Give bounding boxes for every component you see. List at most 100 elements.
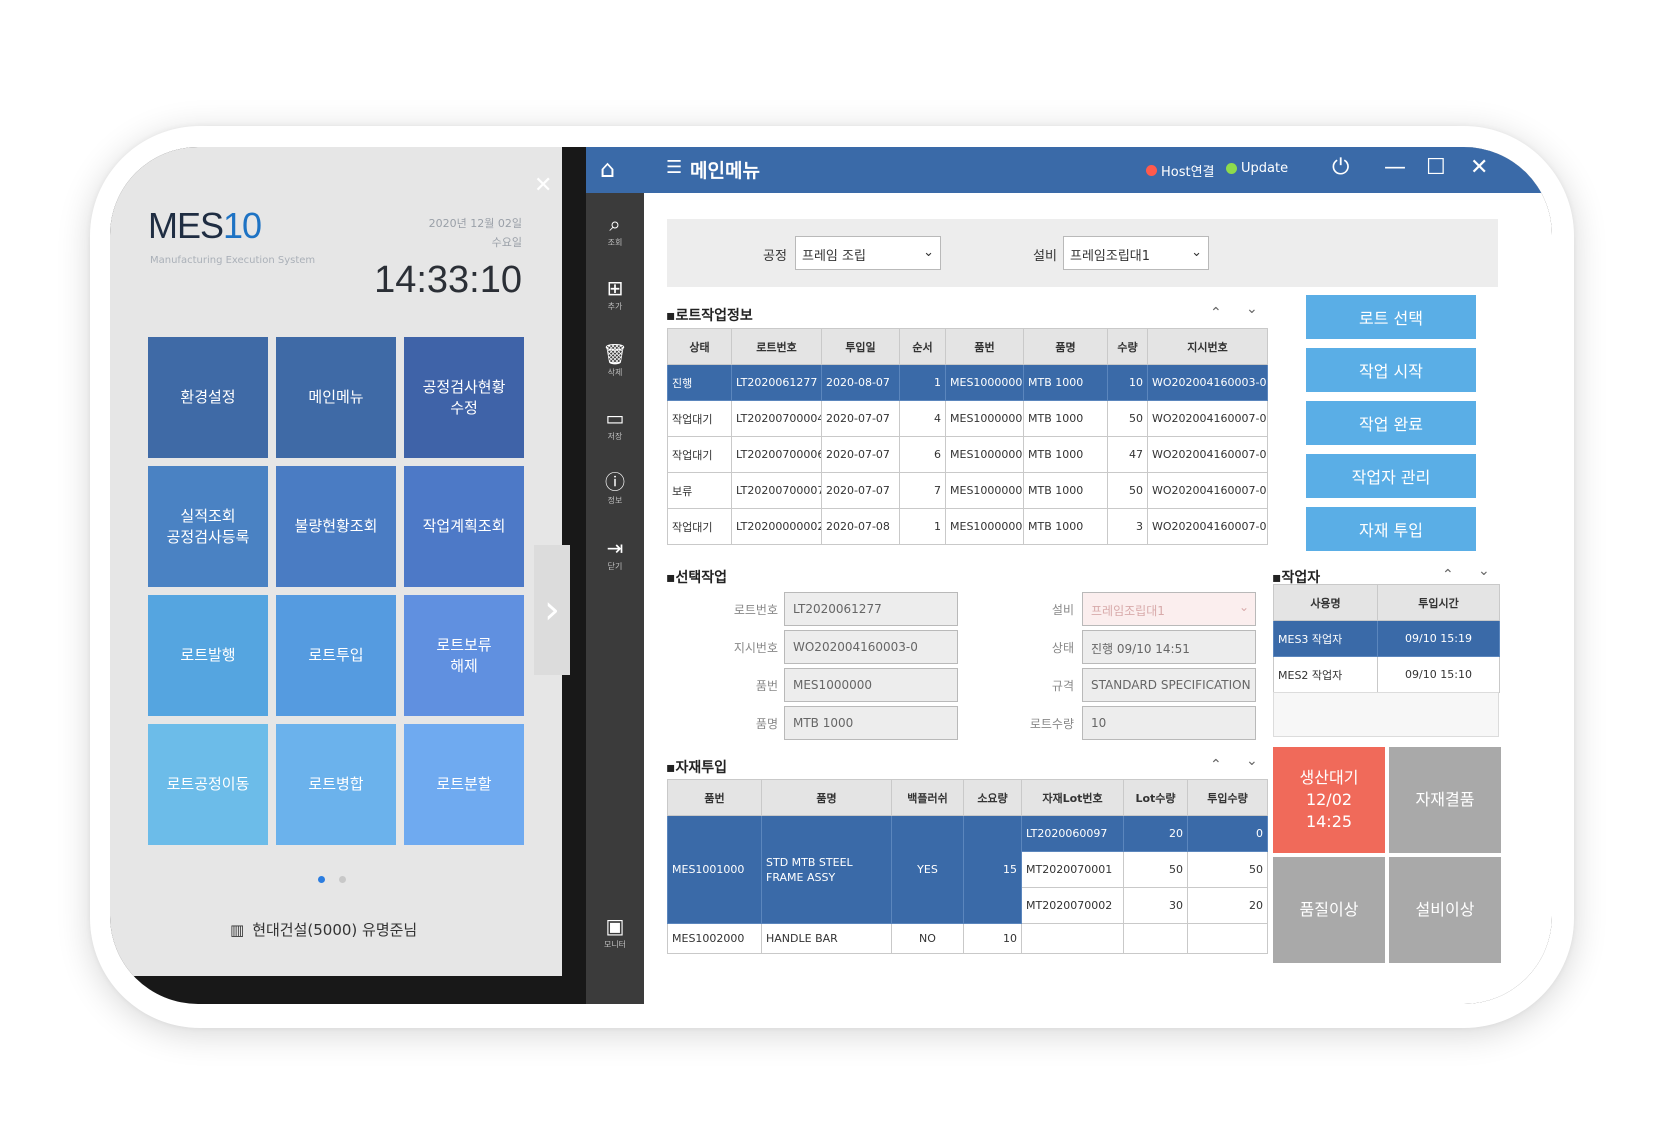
chevron-down-icon[interactable]: ⌄ [1478,563,1490,579]
page-indicator[interactable] [318,876,346,883]
column-header[interactable]: 투입수량 [1187,779,1268,816]
menu-icon[interactable]: ☰ [666,157,683,178]
lot-no-field[interactable]: LT2020061277 [784,592,958,626]
day-label: 수요일 [491,236,522,249]
tile-9[interactable]: 로트공정이동 [148,724,268,845]
table-cell: 보류 [667,472,732,509]
table-row[interactable]: MES1002000 HANDLE BAR NO 10 [667,923,1268,954]
status-button-0[interactable]: 생산대기 12/02 14:25 [1273,747,1385,853]
tile-4[interactable]: 불량현황조회 [276,466,396,587]
chevron-down-icon[interactable]: ⌄ [1246,753,1258,769]
logo: MES10 [148,205,262,246]
table-row[interactable]: MT2020070002 30 20 [668,887,1268,924]
nav-search-button[interactable]: ⌕ 조회 [586,213,644,248]
tile-3[interactable]: 실적조회 공정검사등록 [148,466,268,587]
column-header[interactable]: 지시번호 [1147,328,1268,365]
column-header[interactable]: 순서 [899,328,946,365]
close-window-icon[interactable]: ✕ [1470,155,1489,180]
order-no-field[interactable]: WO202004160003-0 [784,630,958,664]
side-button-2[interactable]: 작업 완료 [1306,401,1476,445]
column-header[interactable]: 품명 [761,779,892,816]
tile-10[interactable]: 로트병합 [276,724,396,845]
close-icon[interactable]: ✕ [534,173,553,198]
table-row[interactable]: MES2 작업자 09/10 15:10 [1273,656,1500,693]
power-icon[interactable]: ⏻ [1332,155,1350,180]
lot-qty-field[interactable]: 10 [1082,706,1256,740]
table-cell: 09/10 15:10 [1377,656,1500,693]
table-row[interactable]: MES1001000 STD MTB STEEL FRAME ASSY YES 15 L… [667,815,1268,924]
column-header[interactable]: 투입시간 [1377,584,1500,621]
table-cell: 1 [899,364,946,401]
equip-field[interactable]: 프레임조립대1 ⌄ [1082,592,1256,626]
column-header[interactable]: 백플러쉬 [891,779,964,816]
status-button-1[interactable]: 자재결품 [1389,747,1501,853]
user-info: ▥ 현대건설(5000) 유명준님 [230,919,417,940]
process-select[interactable]: 프레임 조립 ⌄ [795,236,941,270]
side-button-3[interactable]: 작업자 관리 [1306,454,1476,498]
equip-select[interactable]: 프레임조립대1 ⌄ [1063,236,1209,270]
process-label: 공정 [763,249,787,264]
chevron-up-icon[interactable]: ⌃ [1442,567,1454,583]
tile-6[interactable]: 로트발행 [148,595,268,716]
column-header[interactable]: 로트번호 [731,328,822,365]
column-header[interactable]: Lot수량 [1123,779,1188,816]
table-row[interactable]: 진행 LT2020061277 2020-08-07 1 MES1000000 MTB 1… [667,364,1268,401]
table-cell: 0 [1187,815,1268,852]
column-header[interactable]: 수량 [1107,328,1148,365]
column-header[interactable]: 사용명 [1273,584,1378,621]
home-icon[interactable]: ⌂ [600,155,616,183]
nav-add-button[interactable]: ⊞ 추가 [586,277,644,312]
table-cell: MTB 1000 [1023,364,1108,401]
table-row[interactable]: 작업대기 LT20200000002 2020-07-08 1 MES1000000 MT… [667,508,1268,545]
nav-exit-button[interactable]: ⇥ 닫기 [586,537,644,572]
column-header[interactable]: 품번 [945,328,1024,365]
side-button-0[interactable]: 로트 선택 [1306,295,1476,339]
nav-save-button[interactable]: ▭ 저장 [586,407,644,442]
page-dot-2[interactable] [339,876,346,883]
column-header[interactable]: 자재Lot번호 [1021,779,1124,816]
table-row[interactable]: MT2020070001 50 50 [668,851,1268,888]
chevron-down-icon[interactable]: ⌄ [1246,301,1258,317]
spec-field[interactable]: STANDARD SPECIFICATION [1082,668,1256,702]
status-button-3[interactable]: 설비이상 [1389,857,1501,963]
table-row[interactable]: 작업대기 LT20200700004 2020-07-07 4 MES1000000 MT… [667,400,1268,437]
nav-info-button[interactable]: ⓘ 정보 [586,471,644,506]
host-status-dot [1146,165,1157,176]
minimize-icon[interactable]: — [1384,155,1406,180]
chevron-up-icon[interactable]: ⌃ [1210,757,1222,773]
side-button-4[interactable]: 자재 투입 [1306,507,1476,551]
part-no-field[interactable]: MES1000000 [784,668,958,702]
part-no-label: 품번 [755,679,778,693]
worker-table: 사용명 투입시간 MES3 작업자 09/10 15:19 MES2 작업자 09/10 … [1273,584,1500,693]
table-row[interactable]: 보류 LT20200700007 2020-07-07 7 MES1000000 MTB … [667,472,1268,509]
part-name-field[interactable]: MTB 1000 [784,706,958,740]
tile-8[interactable]: 로트보류 해제 [404,595,524,716]
column-header[interactable]: 상태 [667,328,732,365]
status-button-2[interactable]: 품질이상 [1273,857,1385,963]
side-button-1[interactable]: 작업 시작 [1306,348,1476,392]
tile-11[interactable]: 로트분할 [404,724,524,845]
nav-trash-button[interactable]: 🗑 삭제 [586,343,644,378]
table-cell: 2020-07-08 [821,508,900,545]
table-cell: 10 [963,923,1022,954]
tile-0[interactable]: 환경설정 [148,337,268,458]
chevron-up-icon[interactable]: ⌃ [1210,305,1222,321]
tile-7[interactable]: 로트투입 [276,595,396,716]
tile-5[interactable]: 작업계획조회 [404,466,524,587]
column-header[interactable]: 품번 [667,779,762,816]
next-page-button[interactable]: › [534,545,570,675]
column-header[interactable]: 품명 [1023,328,1108,365]
column-header[interactable]: 소요량 [963,779,1022,816]
tile-2[interactable]: 공정검사현황 수정 [404,337,524,458]
tile-1[interactable]: 메인메뉴 [276,337,396,458]
table-row[interactable]: MES3 작업자 09/10 15:19 [1273,620,1500,657]
table-row[interactable]: 작업대기 LT20200700006 2020-07-07 6 MES1000000 MT… [667,436,1268,473]
update-status-dot [1226,163,1237,174]
table-cell: 2020-07-07 [821,436,900,473]
column-header[interactable]: 투입일 [821,328,900,365]
page-dot-1[interactable] [318,876,325,883]
state-field[interactable]: 진행 09/10 14:51 [1082,630,1256,664]
nav-monitor-button[interactable]: ▣ 모니터 [586,915,644,950]
maximize-icon[interactable]: ☐ [1426,155,1446,180]
host-status: Host연결 [1146,161,1215,180]
